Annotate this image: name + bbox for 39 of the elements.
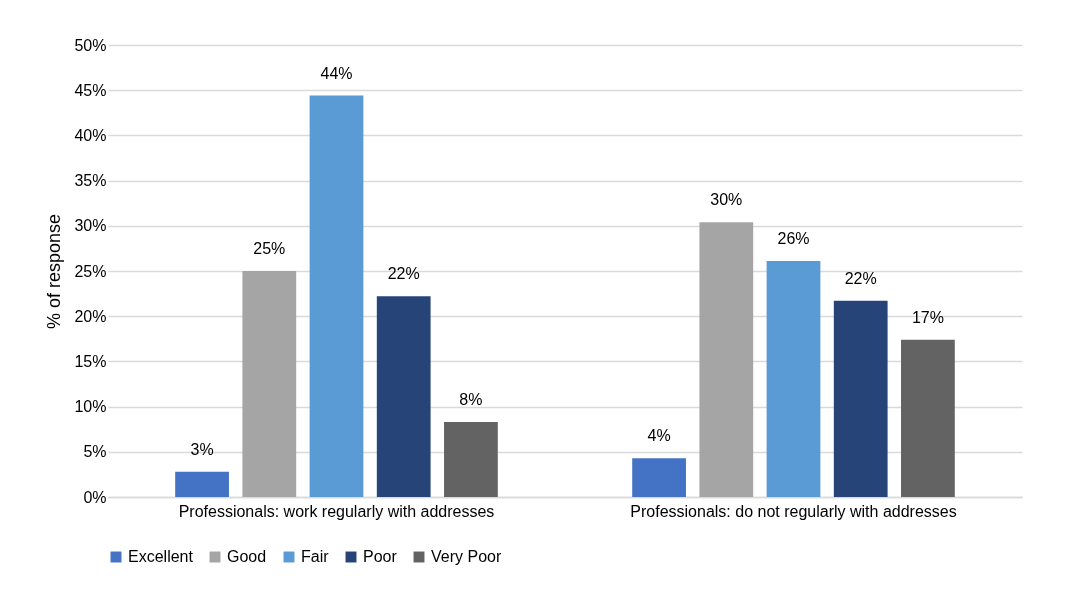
y-tick-label: 50% <box>74 36 107 54</box>
bar <box>242 271 297 497</box>
bar <box>309 95 364 497</box>
y-tick-label: 30% <box>74 217 107 235</box>
data-label: 17% <box>911 308 944 326</box>
bar <box>444 421 498 497</box>
legend-label: Very Poor <box>431 548 502 565</box>
data-label: 26% <box>777 230 810 248</box>
y-tick-label: 0% <box>83 488 107 506</box>
x-tick-label: Professionals: do not regularly with addresses <box>630 502 957 520</box>
y-tick-label: 25% <box>74 262 107 280</box>
data-label: 8% <box>459 390 483 408</box>
data-label: 22% <box>387 265 420 283</box>
y-axis-title: % of response <box>44 213 65 330</box>
bar <box>901 339 955 497</box>
bar <box>175 471 229 497</box>
y-tick-label: 45% <box>74 81 107 99</box>
bar <box>833 300 888 497</box>
y-tick-label: 35% <box>74 172 107 190</box>
x-tick-label: Professionals: work regularly with addresses <box>178 502 495 520</box>
data-label: 3% <box>190 440 214 458</box>
bar <box>376 296 431 497</box>
data-label: 30% <box>710 191 743 209</box>
legend-label: Fair <box>301 548 330 565</box>
y-tick-label: 20% <box>74 307 107 325</box>
y-tick-label: 10% <box>74 398 107 416</box>
legend-label: Good <box>227 548 267 565</box>
data-label: 4% <box>647 427 671 445</box>
legend-label: Poor <box>363 548 398 565</box>
data-label: 22% <box>844 269 877 287</box>
bar <box>699 222 754 497</box>
bar <box>766 261 821 497</box>
y-tick-label: 5% <box>83 443 107 461</box>
legend-label: Excellent <box>128 548 194 565</box>
bar <box>632 458 686 497</box>
data-label: 25% <box>253 240 286 257</box>
y-tick-label: 15% <box>74 352 107 370</box>
data-label: 44% <box>320 64 353 82</box>
y-tick-label: 40% <box>74 126 107 144</box>
